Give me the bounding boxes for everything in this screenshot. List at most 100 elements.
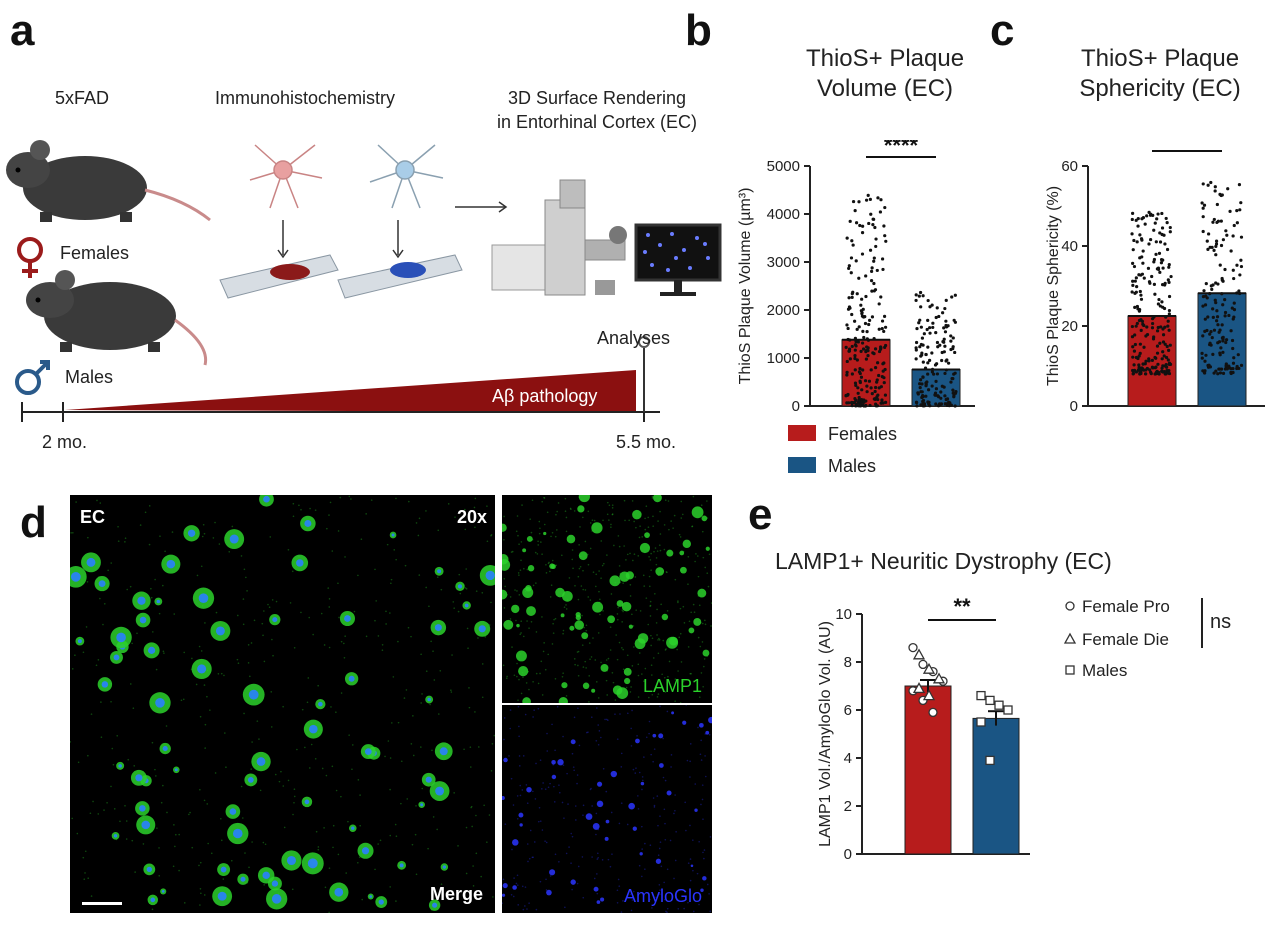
- signal-speck: [503, 738, 505, 741]
- signal-speck: [622, 648, 624, 651]
- data-point: [1132, 363, 1136, 367]
- data-point: [1203, 329, 1207, 333]
- data-point: [1154, 240, 1158, 244]
- data-point: [915, 326, 919, 331]
- plaque-core: [139, 805, 146, 812]
- data-point: [1230, 306, 1234, 310]
- signal-speck: [525, 682, 528, 684]
- data-point: [1209, 284, 1213, 288]
- signal-speck: [651, 674, 653, 676]
- signal-speck: [620, 766, 623, 768]
- signal-speck: [263, 660, 266, 663]
- plaque-signal: [605, 819, 610, 824]
- signal-speck: [244, 852, 246, 854]
- signal-speck: [633, 646, 635, 648]
- data-point: [928, 305, 932, 309]
- signal-speck: [315, 830, 318, 833]
- signal-speck: [432, 816, 435, 818]
- plaque-signal: [607, 615, 616, 624]
- data-point: [846, 307, 851, 311]
- data-point: [1163, 342, 1167, 346]
- data-point: [853, 381, 858, 385]
- signal-speck: [703, 857, 705, 860]
- signal-speck: [84, 850, 87, 853]
- signal-speck: [526, 802, 529, 805]
- signal-speck: [590, 787, 592, 790]
- signal-speck: [511, 646, 513, 648]
- signal-speck: [566, 772, 568, 775]
- signal-speck: [520, 632, 522, 634]
- signal-speck: [665, 571, 668, 573]
- signal-speck: [124, 537, 127, 540]
- signal-speck: [595, 585, 597, 588]
- data-point: [1166, 358, 1170, 362]
- signal-speck: [400, 802, 402, 805]
- data-point: [951, 388, 955, 392]
- slide-blue-illustration: [337, 254, 463, 299]
- signal-speck: [607, 858, 610, 861]
- signal-speck: [188, 813, 190, 816]
- signal-speck: [546, 511, 549, 514]
- signal-speck: [635, 526, 637, 529]
- signal-speck: [605, 659, 608, 661]
- data-point: [1225, 367, 1229, 371]
- data-point: [952, 395, 956, 399]
- data-point: [1140, 217, 1144, 221]
- data-point: [872, 217, 876, 221]
- plaque-signal: [512, 839, 519, 846]
- signal-speck: [569, 507, 572, 510]
- signal-speck: [395, 900, 397, 902]
- signal-speck: [554, 617, 557, 620]
- plaque-signal: [527, 565, 535, 572]
- signal-speck: [642, 574, 645, 577]
- signal-speck: [584, 589, 587, 591]
- signal-speck: [598, 570, 600, 572]
- signal-speck: [618, 822, 621, 825]
- signal-speck: [689, 743, 692, 745]
- y-axis-label: ThioS Plaque Volume (µm³): [737, 188, 754, 385]
- data-point: [1214, 239, 1219, 243]
- signal-speck: [649, 615, 652, 617]
- signal-speck: [258, 738, 260, 740]
- signal-speck: [599, 598, 601, 601]
- signal-speck: [637, 674, 640, 677]
- ns-label: ns: [1210, 611, 1231, 633]
- data-point: [1219, 219, 1223, 223]
- signal-speck: [578, 744, 581, 747]
- data-point: [1239, 235, 1244, 239]
- signal-speck: [582, 516, 584, 519]
- signal-speck: [629, 691, 632, 693]
- signal-speck: [660, 603, 662, 606]
- male-symbol-icon: [15, 360, 50, 395]
- data-point: [953, 391, 958, 395]
- signal-speck: [588, 675, 591, 677]
- signal-speck: [148, 505, 151, 507]
- data-point: [934, 387, 939, 391]
- plaque-signal: [549, 869, 556, 876]
- signal-speck: [377, 635, 380, 637]
- data-point: [850, 401, 854, 405]
- signal-speck: [648, 555, 650, 558]
- slide-red-illustration: [219, 254, 339, 299]
- signal-speck: [571, 888, 573, 891]
- data-point: [914, 298, 918, 303]
- data-point: [1143, 372, 1148, 376]
- data-point: [850, 239, 854, 243]
- signal-speck: [328, 598, 331, 600]
- signal-speck: [674, 794, 676, 796]
- signal-speck: [191, 657, 193, 660]
- data-point: [1137, 318, 1142, 323]
- signal-speck: [554, 535, 557, 538]
- plaque-signal: [549, 563, 555, 569]
- signal-speck: [527, 860, 529, 863]
- panel-label-b: b: [685, 6, 712, 55]
- data-point: [1203, 303, 1208, 307]
- data-point: [1231, 370, 1235, 375]
- signal-speck: [552, 632, 555, 634]
- data-point: [1238, 208, 1242, 212]
- signal-speck: [680, 517, 683, 519]
- signal-speck: [196, 574, 199, 577]
- signal-speck: [687, 646, 690, 648]
- signal-speck: [345, 872, 348, 874]
- signal-speck: [164, 550, 166, 553]
